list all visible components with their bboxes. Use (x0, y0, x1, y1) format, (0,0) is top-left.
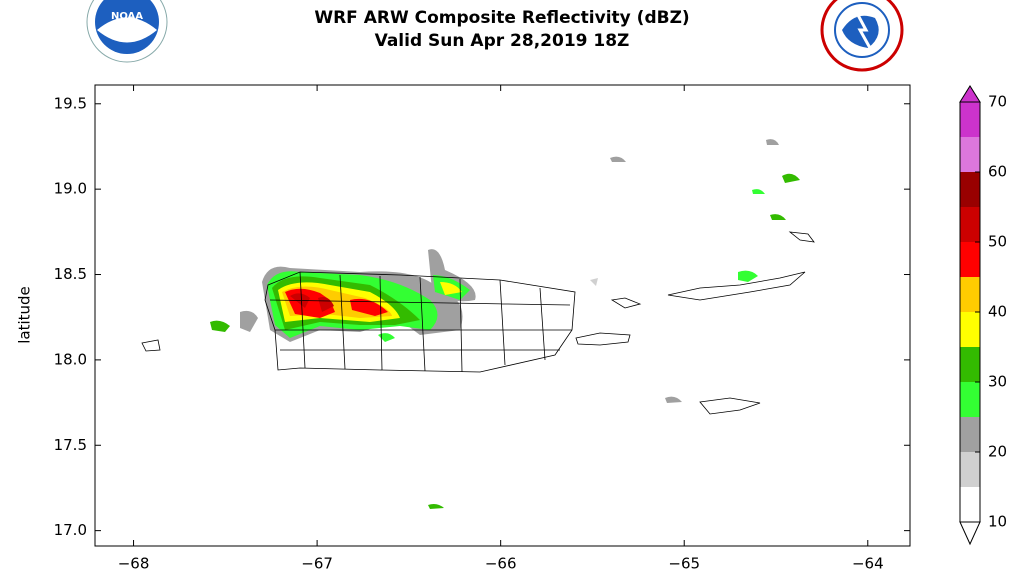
colorbar-band (960, 417, 980, 452)
y-tick-label: 18.5 (54, 265, 87, 283)
colorbar-tick-label: 10 (988, 513, 1007, 531)
x-tick-label: −64 (852, 555, 884, 573)
x-tick-label: −67 (301, 555, 333, 573)
title-line: WRF ARW Composite Reflectivity (dBZ) (314, 8, 689, 28)
colorbar-band (960, 137, 980, 172)
colorbar-band (960, 207, 980, 242)
y-axis-label: latitude (16, 286, 34, 344)
colorbar-band (960, 102, 980, 137)
x-tick-label: −68 (118, 555, 150, 573)
reflectivity (210, 139, 800, 509)
colorbar-band (960, 452, 980, 487)
y-tick-label: 19.0 (54, 180, 87, 198)
nws-logo (820, 0, 904, 72)
colorbar-band (960, 277, 980, 312)
colorbar-band (960, 242, 980, 277)
y-tick-label: 17.5 (54, 436, 87, 454)
noaa-logo: NOAA (86, 0, 168, 63)
colorbar-extend (959, 521, 981, 546)
colorbar-extend (959, 85, 981, 103)
colorbar-tick-label: 20 (988, 443, 1007, 461)
y-tick-label: 18.0 (54, 350, 87, 368)
y-tick-label: 19.5 (54, 94, 87, 112)
colorbar-band (960, 347, 980, 382)
coastlines (141, 231, 815, 415)
y-tick-label: 17.0 (54, 521, 87, 539)
colorbar-band (960, 382, 980, 417)
colorbar-band (960, 312, 980, 347)
colorbar-tick-label: 30 (988, 373, 1007, 391)
colorbar-band (960, 172, 980, 207)
colorbar-tick-label: 60 (988, 163, 1007, 181)
x-tick-label: −66 (485, 555, 517, 573)
plot-frame (94, 84, 911, 547)
colorbar-tick-label: 40 (988, 303, 1007, 321)
title-line: Valid Sun Apr 28,2019 18Z (375, 31, 630, 51)
logo-text: NOAA (111, 11, 143, 22)
colorbar-tick-label: 70 (988, 93, 1007, 111)
colorbar-tick-label: 50 (988, 233, 1007, 251)
colorbar-band (960, 487, 980, 522)
x-tick-label: −65 (668, 555, 700, 573)
map-area (141, 139, 815, 509)
